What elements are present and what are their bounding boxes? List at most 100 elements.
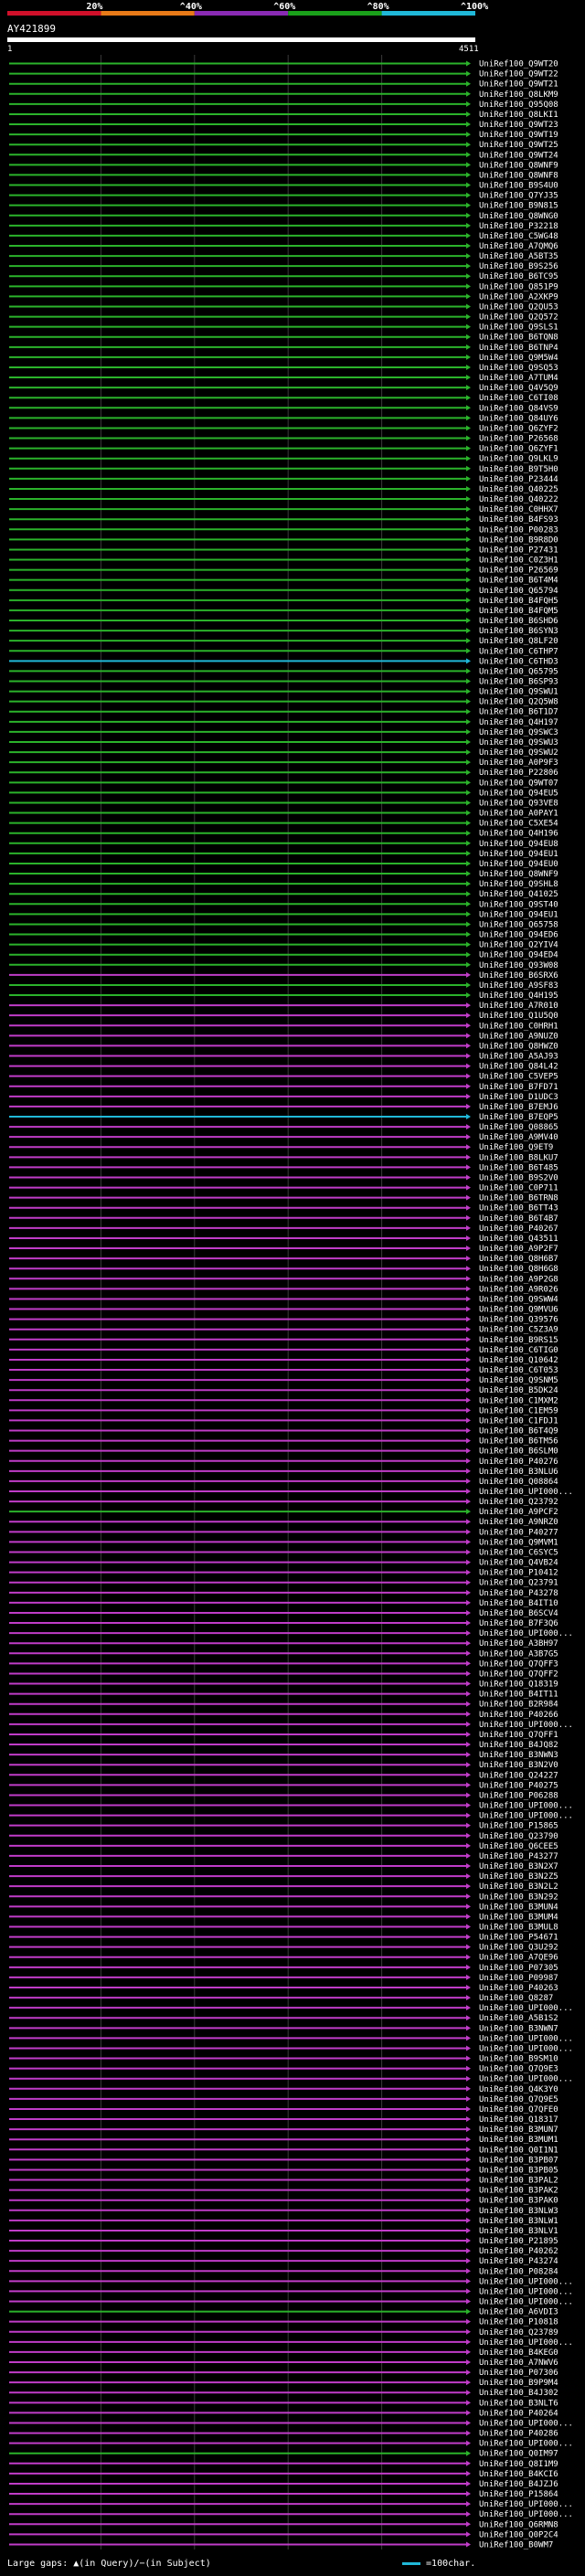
hit-label[interactable]: UniRef100_UPI000...: [479, 2338, 573, 2348]
hit-label[interactable]: UniRef100_Q9WT21: [479, 80, 558, 90]
hit-row[interactable]: UniRef100_B3PAK2: [9, 2187, 558, 2196]
hit-label[interactable]: UniRef100_P22806: [479, 769, 558, 778]
hit-label[interactable]: UniRef100_B9N815: [479, 202, 558, 211]
hit-row[interactable]: UniRef100_Q40225: [9, 485, 558, 494]
hit-label[interactable]: UniRef100_Q9WT22: [479, 70, 558, 80]
hit-row[interactable]: UniRef100_Q9WT19: [9, 131, 558, 140]
hit-label[interactable]: UniRef100_B6T1D7: [479, 708, 558, 717]
hit-label[interactable]: UniRef100_A9NRZ0: [479, 1518, 558, 1527]
hit-row[interactable]: UniRef100_C0P711: [9, 1184, 558, 1193]
hit-row[interactable]: UniRef100_P27431: [9, 546, 558, 555]
hit-label[interactable]: UniRef100_B7EQP5: [479, 1113, 558, 1122]
hit-row[interactable]: UniRef100_Q08865: [9, 1123, 558, 1132]
hit-row[interactable]: UniRef100_B6TT43: [9, 1204, 558, 1214]
hit-label[interactable]: UniRef100_B6SLM0: [479, 1447, 558, 1457]
hit-row[interactable]: UniRef100_C5Z3A9: [9, 1326, 558, 1335]
hit-row[interactable]: UniRef100_P21895: [9, 2237, 558, 2246]
hit-label[interactable]: UniRef100_B9R8D0: [479, 535, 558, 545]
hit-label[interactable]: UniRef100_UPI000...: [479, 2034, 573, 2043]
hit-row[interactable]: UniRef100_B6TNP4: [9, 344, 558, 353]
hit-row[interactable]: UniRef100_Q23791: [9, 1579, 558, 1588]
hit-label[interactable]: UniRef100_A9NUZ0: [479, 1032, 558, 1041]
hit-label[interactable]: UniRef100_B3N2X7: [479, 1862, 558, 1871]
hit-row[interactable]: UniRef100_A7QE96: [9, 1954, 558, 1963]
hit-label[interactable]: UniRef100_Q65794: [479, 587, 558, 596]
hit-label[interactable]: UniRef100_B3NLU6: [479, 1468, 558, 1477]
hit-row[interactable]: UniRef100_Q9WT23: [9, 121, 558, 130]
hit-row[interactable]: UniRef100_P26568: [9, 435, 558, 444]
hit-row[interactable]: UniRef100_Q08864: [9, 1478, 558, 1487]
hit-label[interactable]: UniRef100_Q9MVM1: [479, 1538, 558, 1547]
hit-label[interactable]: UniRef100_Q18317: [479, 2115, 558, 2125]
hit-label[interactable]: UniRef100_B3PAL2: [479, 2177, 558, 2186]
hit-label[interactable]: UniRef100_B4KEG0: [479, 2348, 558, 2358]
hit-label[interactable]: UniRef100_Q9SWW4: [479, 1295, 558, 1304]
hit-label[interactable]: UniRef100_Q9WT19: [479, 131, 558, 140]
hit-row[interactable]: UniRef100_C1MXM2: [9, 1396, 558, 1405]
hit-row[interactable]: UniRef100_P40262: [9, 2247, 558, 2256]
hit-row[interactable]: UniRef100_Q8H6G8: [9, 1265, 558, 1274]
hit-label[interactable]: UniRef100_B3PAK0: [479, 2197, 558, 2206]
hit-label[interactable]: UniRef100_Q6RMN8: [479, 2520, 558, 2529]
hit-row[interactable]: UniRef100_P26569: [9, 567, 558, 576]
hit-label[interactable]: UniRef100_B3NWN3: [479, 1751, 558, 1760]
hit-label[interactable]: UniRef100_Q3U292: [479, 1944, 558, 1953]
hit-label[interactable]: UniRef100_P40266: [479, 1711, 558, 1720]
hit-row[interactable]: UniRef100_B2R984: [9, 1701, 558, 1710]
hit-row[interactable]: UniRef100_Q43511: [9, 1235, 558, 1244]
hit-label[interactable]: UniRef100_Q94ED4: [479, 951, 558, 960]
hit-row[interactable]: UniRef100_C0HRH1: [9, 1022, 558, 1031]
hit-label[interactable]: UniRef100_Q8H6G8: [479, 1265, 558, 1274]
hit-row[interactable]: UniRef100_B6TM56: [9, 1437, 558, 1447]
hit-label[interactable]: UniRef100_B6SHD6: [479, 617, 558, 626]
hit-label[interactable]: UniRef100_Q7Q9E3: [479, 2065, 558, 2074]
hit-label[interactable]: UniRef100_P08284: [479, 2267, 558, 2276]
hit-label[interactable]: UniRef100_Q9WT24: [479, 151, 558, 160]
hit-label[interactable]: UniRef100_Q23791: [479, 1579, 558, 1588]
hit-label[interactable]: UniRef100_Q7YJ35: [479, 192, 558, 201]
hit-label[interactable]: UniRef100_C1FDJ1: [479, 1416, 558, 1426]
hit-label[interactable]: UniRef100_UPI000...: [479, 1812, 573, 1821]
hit-label[interactable]: UniRef100_Q7QFE0: [479, 2105, 558, 2115]
hit-row[interactable]: UniRef100_Q9SWW4: [9, 1295, 558, 1304]
hit-row[interactable]: UniRef100_Q93VE8: [9, 799, 558, 808]
hit-label[interactable]: UniRef100_P09987: [479, 1974, 558, 1983]
hit-label[interactable]: UniRef100_UPI000...: [479, 2419, 573, 2428]
hit-row[interactable]: UniRef100_B6TC95: [9, 272, 558, 281]
hit-row[interactable]: UniRef100_Q9ET9: [9, 1143, 553, 1152]
hit-label[interactable]: UniRef100_P43277: [479, 1852, 558, 1861]
hit-label[interactable]: UniRef100_B3PAK2: [479, 2187, 558, 2196]
hit-row[interactable]: UniRef100_Q9ST40: [9, 900, 558, 909]
hit-row[interactable]: UniRef100_Q9SWU2: [9, 748, 558, 758]
hit-label[interactable]: UniRef100_Q4VB24: [479, 1559, 558, 1568]
hit-label[interactable]: UniRef100_C6TI08: [479, 394, 558, 403]
hit-label[interactable]: UniRef100_B3MUL8: [479, 1924, 558, 1933]
hit-row[interactable]: UniRef100_Q9SNM5: [9, 1376, 558, 1385]
hit-row[interactable]: UniRef100_Q40222: [9, 495, 558, 504]
hit-row[interactable]: UniRef100_Q23790: [9, 1832, 558, 1841]
hit-label[interactable]: UniRef100_B9P9M4: [479, 2379, 558, 2388]
hit-row[interactable]: UniRef100_B4IT11: [9, 1691, 558, 1700]
hit-label[interactable]: UniRef100_B2R984: [479, 1701, 558, 1710]
hit-label[interactable]: UniRef100_P15865: [479, 1822, 558, 1831]
hit-label[interactable]: UniRef100_Q6CEE5: [479, 1842, 558, 1851]
hit-row[interactable]: UniRef100_B6SLM0: [9, 1447, 558, 1457]
hit-label[interactable]: UniRef100_Q9SWU1: [479, 688, 558, 697]
hit-row[interactable]: UniRef100_B4JZJ6: [9, 2480, 558, 2489]
hit-label[interactable]: UniRef100_Q08865: [479, 1123, 558, 1132]
hit-label[interactable]: UniRef100_P10818: [479, 2318, 558, 2327]
hit-row[interactable]: UniRef100_Q8WNF9: [9, 870, 558, 879]
hit-row[interactable]: UniRef100_Q7YJ35: [9, 192, 558, 201]
hit-row[interactable]: UniRef100_B7EMJ6: [9, 1103, 558, 1112]
hit-row[interactable]: UniRef100_P43274: [9, 2257, 558, 2266]
hit-label[interactable]: UniRef100_Q9SWU2: [479, 748, 558, 758]
hit-label[interactable]: UniRef100_Q23790: [479, 1832, 558, 1841]
hit-row[interactable]: UniRef100_Q9MVU6: [9, 1306, 558, 1315]
hit-row[interactable]: UniRef100_UPI000...: [9, 2075, 573, 2084]
hit-row[interactable]: UniRef100_B6SCV4: [9, 1609, 558, 1618]
hit-row[interactable]: UniRef100_Q9WT07: [9, 779, 558, 788]
hit-label[interactable]: UniRef100_P10412: [479, 1569, 558, 1578]
hit-label[interactable]: UniRef100_C1EM59: [479, 1406, 558, 1415]
hit-row[interactable]: UniRef100_B3MUL8: [9, 1924, 558, 1933]
hit-row[interactable]: UniRef100_Q9WT21: [9, 80, 558, 90]
